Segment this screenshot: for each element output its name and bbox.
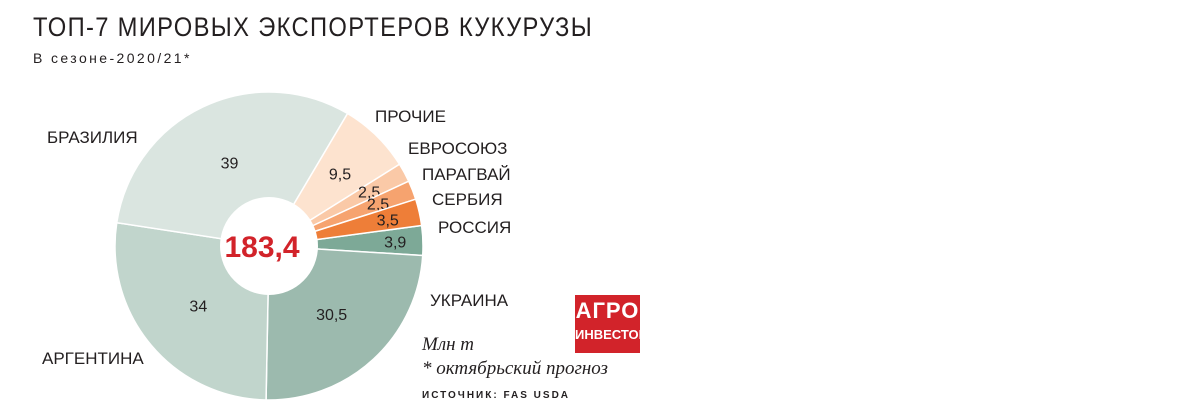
value-label-serbia: 3,5 xyxy=(377,212,399,229)
category-label-paraguay: ПАРАГВАЙ xyxy=(422,165,511,184)
chart-title: ТОП-7 МИРОВЫХ ЭКСПОРТЕРОВ КУКУРУЗЫ xyxy=(33,12,594,42)
category-label-argentina: АРГЕНТИНА xyxy=(42,349,144,368)
total-value-label: 183,4 xyxy=(224,231,299,264)
value-label-others: 9,5 xyxy=(329,166,351,183)
category-label-russia: РОССИЯ xyxy=(438,218,511,237)
category-label-others: ПРОЧИЕ xyxy=(375,107,446,126)
value-label-brazil: 39 xyxy=(221,155,239,172)
category-label-eu: ЕВРОСОЮЗ xyxy=(408,139,507,158)
pie-slice-ukraine xyxy=(265,245,424,401)
chart-subtitle: В сезоне-2020/21* xyxy=(33,50,192,66)
logo-line-1: АГРО xyxy=(575,298,640,323)
category-label-brazil: БРАЗИЛИЯ xyxy=(47,128,138,147)
value-label-argentina: 34 xyxy=(189,299,207,316)
category-label-serbia: СЕРБИЯ xyxy=(432,190,503,209)
agroinvestor-logo: АГРО ИНВЕСТОР xyxy=(575,295,640,353)
pie-center-hole xyxy=(220,197,318,295)
source-label: ИСТОЧНИК: FAS USDA xyxy=(422,390,571,401)
value-label-russia: 3,9 xyxy=(384,234,406,251)
logo-line-2: ИНВЕСТОР xyxy=(575,327,640,342)
forecast-note: * октябрьский прогноз xyxy=(422,358,608,379)
category-label-ukraine: УКРАИНА xyxy=(430,291,509,310)
unit-label: Млн т xyxy=(422,334,475,355)
value-label-ukraine: 30,5 xyxy=(316,307,347,324)
